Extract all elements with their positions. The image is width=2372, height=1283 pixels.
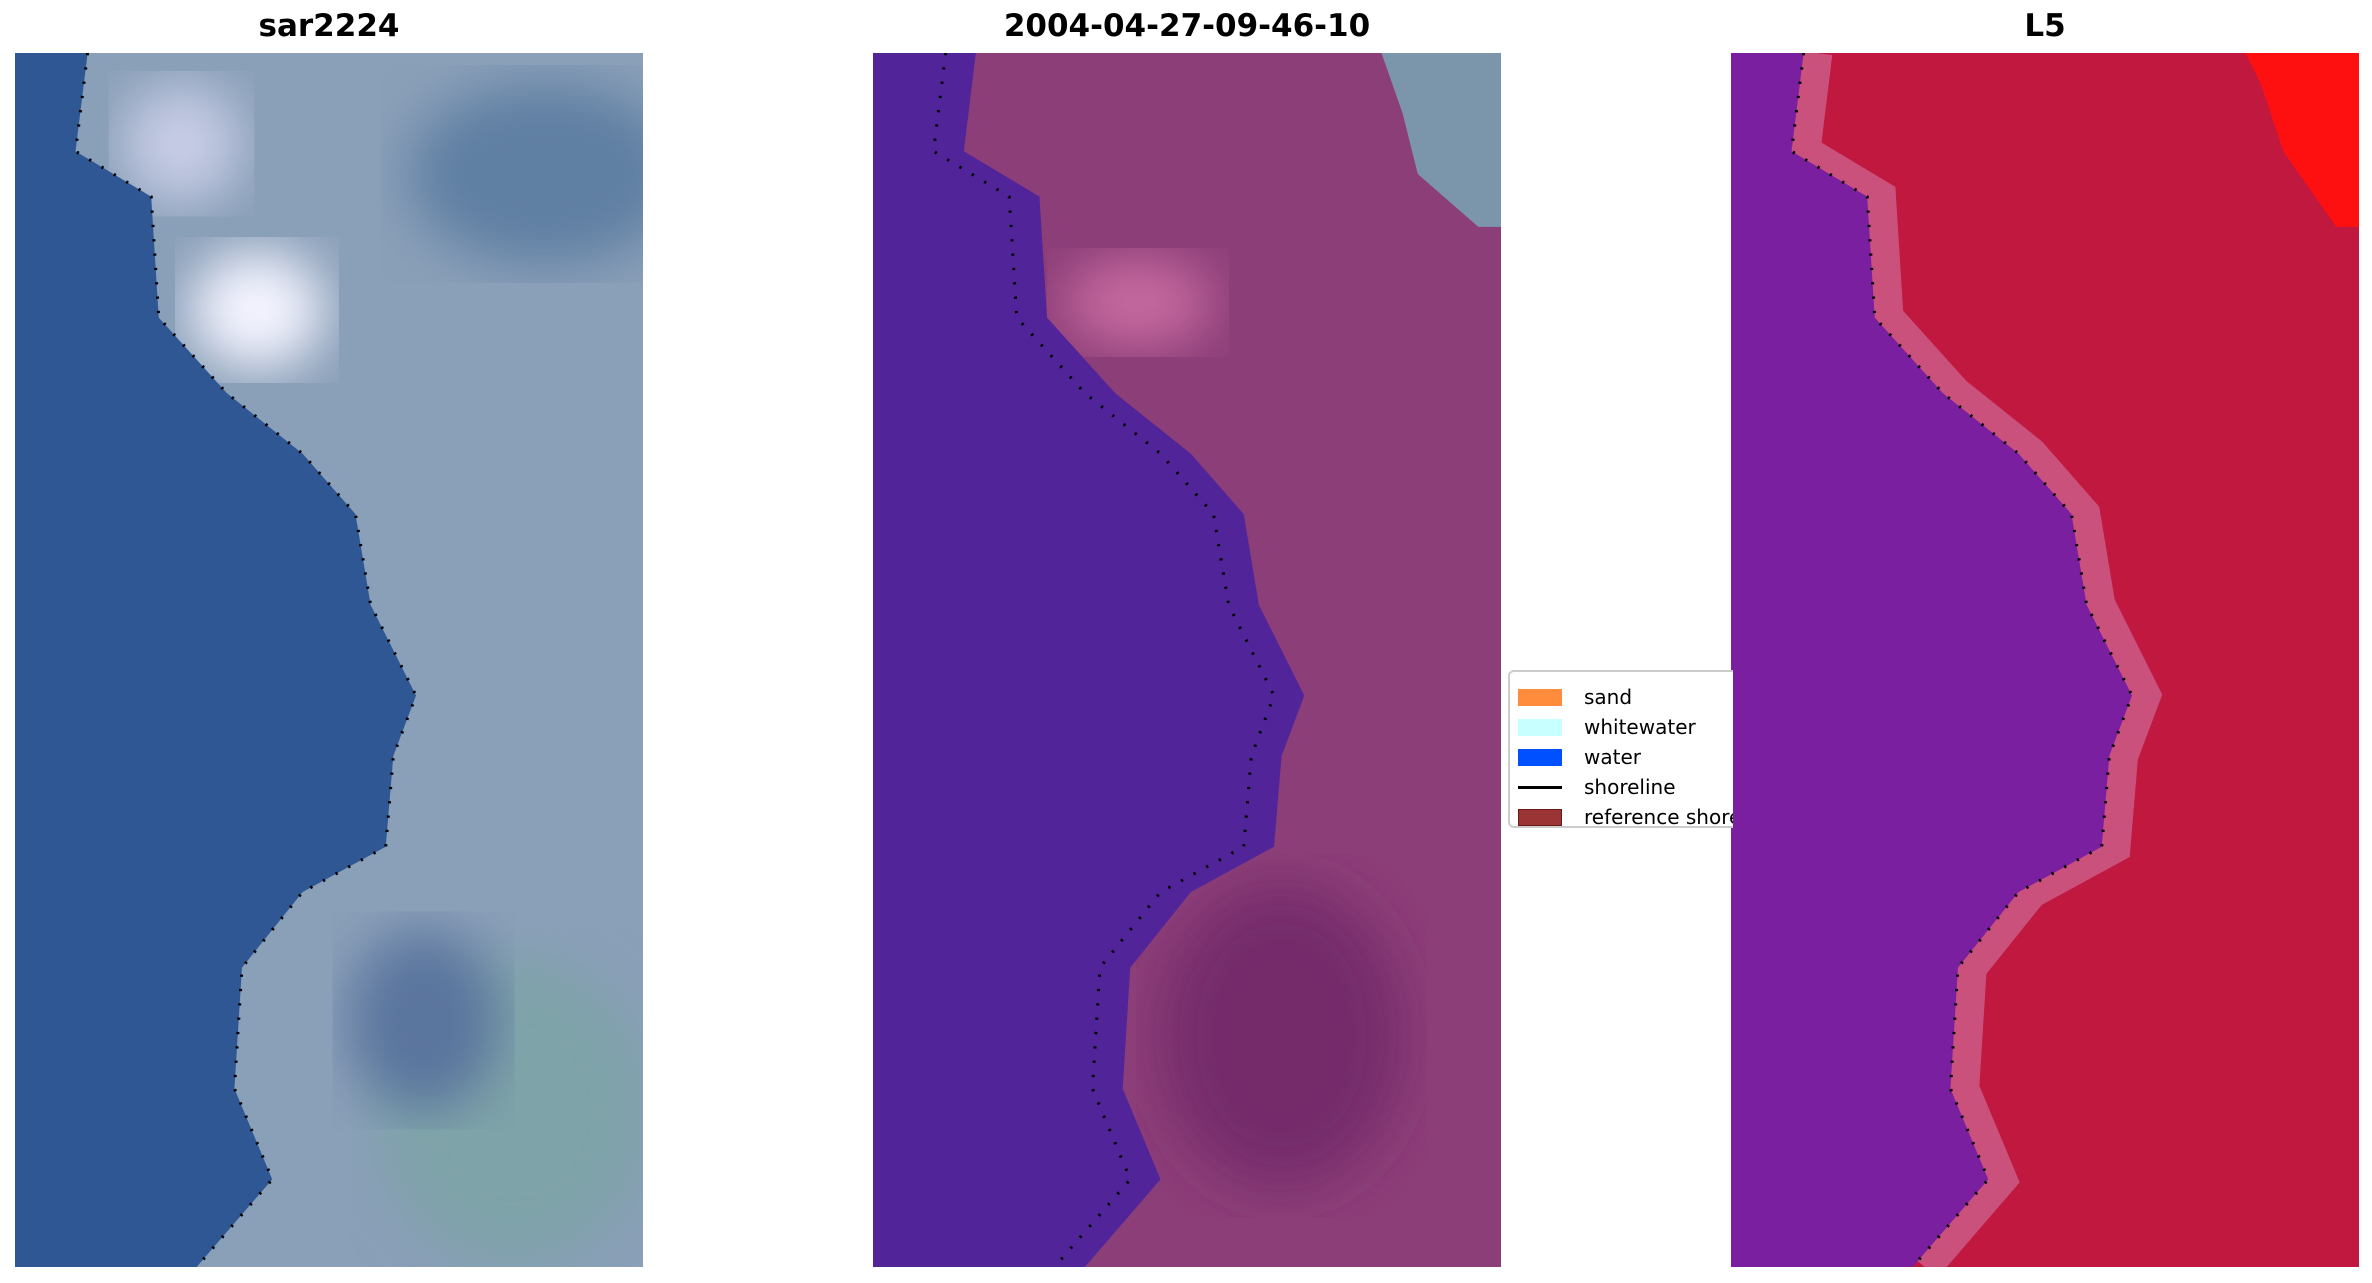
bright-patch	[1062, 257, 1214, 348]
dark-patch	[1160, 884, 1403, 1187]
dark-patch	[408, 83, 643, 265]
water-region	[1731, 53, 2133, 1267]
patch	[347, 929, 500, 1112]
l5-image-panel	[1731, 53, 2359, 1267]
legend-item-water: water	[1518, 742, 1733, 772]
legend-item-shoreline: shoreline	[1518, 772, 1733, 802]
sea-region	[1381, 53, 1501, 227]
legend: sand whitewater water shoreline referenc…	[1508, 660, 1733, 840]
legend-item-reference-shoreline: reference shoreline	[1518, 802, 1733, 828]
legend-label: whitewater	[1584, 715, 1696, 739]
sand-swatch	[1518, 688, 1562, 706]
legend-label: reference shoreline	[1584, 805, 1733, 828]
panel-title-3: L5	[2024, 8, 2066, 44]
legend-item-sand: sand	[1518, 682, 1733, 712]
hot-region	[2245, 53, 2359, 227]
water-region	[873, 53, 1305, 1267]
classified-image-panel	[873, 53, 1501, 1267]
panel-title-2: 2004-04-27-09-46-10	[1003, 8, 1371, 44]
panel-title-1: sar2224	[258, 8, 400, 44]
whitewater-swatch	[1518, 718, 1562, 736]
legend-label: shoreline	[1584, 775, 1676, 799]
bright-patch	[189, 249, 326, 371]
shoreline-line-swatch	[1518, 785, 1562, 789]
water-region	[15, 53, 417, 1267]
legend-label: water	[1584, 745, 1641, 769]
water-swatch	[1518, 748, 1562, 766]
legend-label: sand	[1584, 685, 1633, 709]
bright-patch	[120, 83, 242, 205]
edge-band	[1785, 53, 2163, 1267]
reference-shoreline-swatch	[1518, 808, 1562, 826]
legend-item-whitewater: whitewater	[1518, 712, 1733, 742]
sar-image-panel	[15, 53, 643, 1267]
